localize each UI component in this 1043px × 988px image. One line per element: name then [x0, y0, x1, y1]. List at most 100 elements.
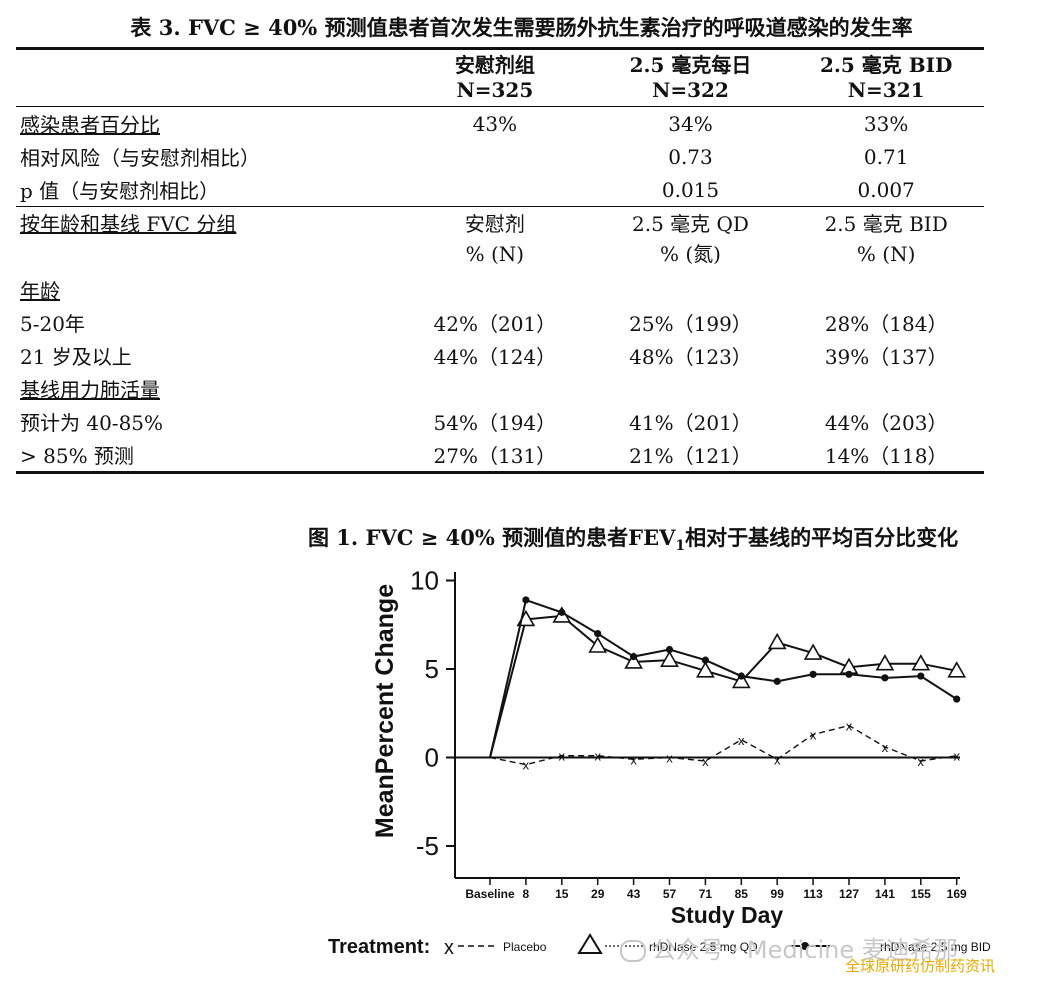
- x-axis-label: Study Day: [671, 902, 784, 928]
- x-tick-label: 141: [875, 887, 895, 901]
- legend-placebo-label: Placebo: [503, 940, 547, 954]
- x-marker: x: [523, 758, 530, 773]
- legend-x-icon: x: [444, 937, 454, 959]
- infection-table: 安慰剂组 N=325 2.5 毫克每日 N=322 2.5 毫克 BID N=321 …: [16, 47, 984, 474]
- x-marker: x: [882, 740, 889, 755]
- triangle-marker: [803, 643, 823, 660]
- dot-marker: [558, 608, 566, 616]
- row-label: > 85% 预测: [16, 438, 398, 474]
- table-row: 5-20年 42%（201） 25%（199） 28%（184）: [16, 306, 984, 339]
- triangle-marker: [767, 632, 787, 650]
- x-marker: x: [666, 751, 673, 766]
- x-tick-label: 85: [735, 887, 749, 901]
- cell-qd: 0.015: [661, 177, 720, 202]
- cell-placebo: 42%（201）: [433, 312, 557, 336]
- header-qd: 2.5 毫克每日 N=322: [592, 47, 789, 107]
- legend-dot-icon: [801, 942, 809, 950]
- row-label: 21 岁及以上: [20, 345, 132, 369]
- dot-marker: [594, 630, 602, 638]
- cell-bid: 44%（203）: [824, 411, 948, 435]
- section-title-fvc: 基线用力肺活量: [20, 378, 160, 402]
- dot-marker: [809, 670, 817, 678]
- figure-title: 图 1. FVC ≥ 40% 预测值的患者FEV1相对于基线的平均百分比变化: [308, 525, 959, 555]
- subgroup-header-placebo: 安慰剂% (N): [397, 206, 593, 273]
- y-tick-label: 0: [425, 743, 439, 773]
- x-tick-label: 127: [839, 887, 859, 901]
- header-empty-cell: [16, 47, 398, 107]
- x-tick-label: 155: [911, 887, 931, 901]
- x-tick-label: 99: [771, 887, 785, 901]
- legend-title: Treatment:: [328, 936, 430, 958]
- table-title: 表 3. FVC ≥ 40% 预测值患者首次发生需要肠外抗生素治疗的呼吸道感染的…: [130, 15, 913, 40]
- y-tick-label: 5: [425, 654, 439, 684]
- row-label: 感染患者百分比: [16, 106, 398, 140]
- table-row: 预计为 40-85% 54%（194） 41%（201） 44%（203）: [16, 405, 984, 438]
- dot-marker: [953, 695, 961, 703]
- legend-bid-label: rhDNase 2.5 mg BID: [880, 940, 991, 954]
- x-tick-label: 71: [699, 887, 713, 901]
- triangle-marker: [696, 661, 715, 678]
- triangle-marker: [947, 661, 967, 678]
- dot-marker: [522, 596, 530, 604]
- series-line-2: [489, 598, 958, 758]
- cell-qd: 48%（123）: [629, 345, 752, 369]
- wechat-icon: [620, 940, 646, 962]
- dot-marker: [630, 653, 638, 661]
- source-caption: 全球原研药仿制药资讯: [845, 957, 996, 975]
- legend-qd-label: rhDNase 2.5 mg QD: [649, 940, 758, 954]
- table-row: 21 岁及以上 44%（124） 48%（123） 39%（137）: [16, 339, 984, 372]
- subgroup-header-qd: 2.5 毫克 QD% (氮): [592, 206, 789, 273]
- x-tick-label: 113: [803, 887, 823, 901]
- cell-bid: 0.007: [857, 177, 915, 202]
- row-label: 预计为 40-85%: [20, 411, 164, 435]
- y-tick-label: -5: [416, 831, 439, 861]
- table-row: p 值（与安慰剂相比） 0.015 0.007: [16, 173, 984, 207]
- cell-placebo: 54%（194）: [433, 411, 557, 435]
- cell-bid: 28%（184）: [824, 312, 948, 336]
- triangle-marker: [911, 654, 931, 671]
- cell-placebo: 44%（124）: [433, 345, 557, 369]
- x-marker: x: [810, 727, 817, 742]
- x-marker: x: [738, 733, 745, 748]
- x-tick-label: 29: [591, 887, 605, 901]
- triangle-marker: [588, 636, 608, 653]
- cell-bid: 0.71: [863, 144, 909, 169]
- x-marker: x: [559, 749, 566, 764]
- cell-qd: 41%（201）: [629, 411, 752, 435]
- y-tick-label: 10: [410, 566, 439, 596]
- row-label: 5-20年: [20, 312, 85, 336]
- cell-bid: 33%: [788, 106, 984, 140]
- dot-marker: [665, 645, 674, 654]
- x-tick-label: 15: [555, 887, 569, 901]
- dot-marker: [773, 677, 781, 685]
- table-header-row: 安慰剂组 N=325 2.5 毫克每日 N=322 2.5 毫克 BID N=321: [16, 47, 984, 107]
- cell-bid: 14%（118）: [788, 438, 984, 474]
- x-marker: x: [918, 754, 925, 769]
- cell-placebo: 43%: [397, 106, 593, 140]
- section-title-row: 年龄: [16, 273, 984, 306]
- table-row: 相对风险（与安慰剂相比） 0.73 0.71: [16, 140, 984, 173]
- dot-marker: [881, 674, 889, 682]
- x-marker: x: [702, 754, 709, 769]
- series-line-0: [489, 724, 957, 766]
- x-tick-label: 169: [947, 887, 967, 901]
- section-title-row: 基线用力肺活量: [16, 372, 984, 405]
- x-marker: x: [953, 749, 960, 764]
- header-placebo: 安慰剂组 N=325: [397, 47, 593, 107]
- x-marker: x: [846, 719, 853, 734]
- x-marker: x: [774, 752, 781, 767]
- row-label: p 值（与安慰剂相比）: [20, 179, 220, 203]
- y-axis-label: MeanPercent Change: [371, 584, 399, 838]
- x-marker: x: [594, 749, 601, 764]
- row-label: 相对风险（与安慰剂相比）: [20, 146, 260, 170]
- cell-placebo: 27%（131）: [397, 438, 593, 474]
- subgroup-header-bid: 2.5 毫克 BID% (N): [788, 206, 984, 273]
- cell-bid: 39%（137）: [824, 345, 948, 369]
- watermark: 公众号 · Medicine 麦迪希那: [620, 930, 958, 965]
- table-row: 感染患者百分比 43% 34% 33%: [16, 106, 984, 140]
- triangle-marker: [731, 671, 751, 689]
- cell-qd: 0.73: [668, 144, 713, 169]
- legend-triangle-icon: [577, 933, 603, 954]
- dot-marker: [917, 672, 925, 680]
